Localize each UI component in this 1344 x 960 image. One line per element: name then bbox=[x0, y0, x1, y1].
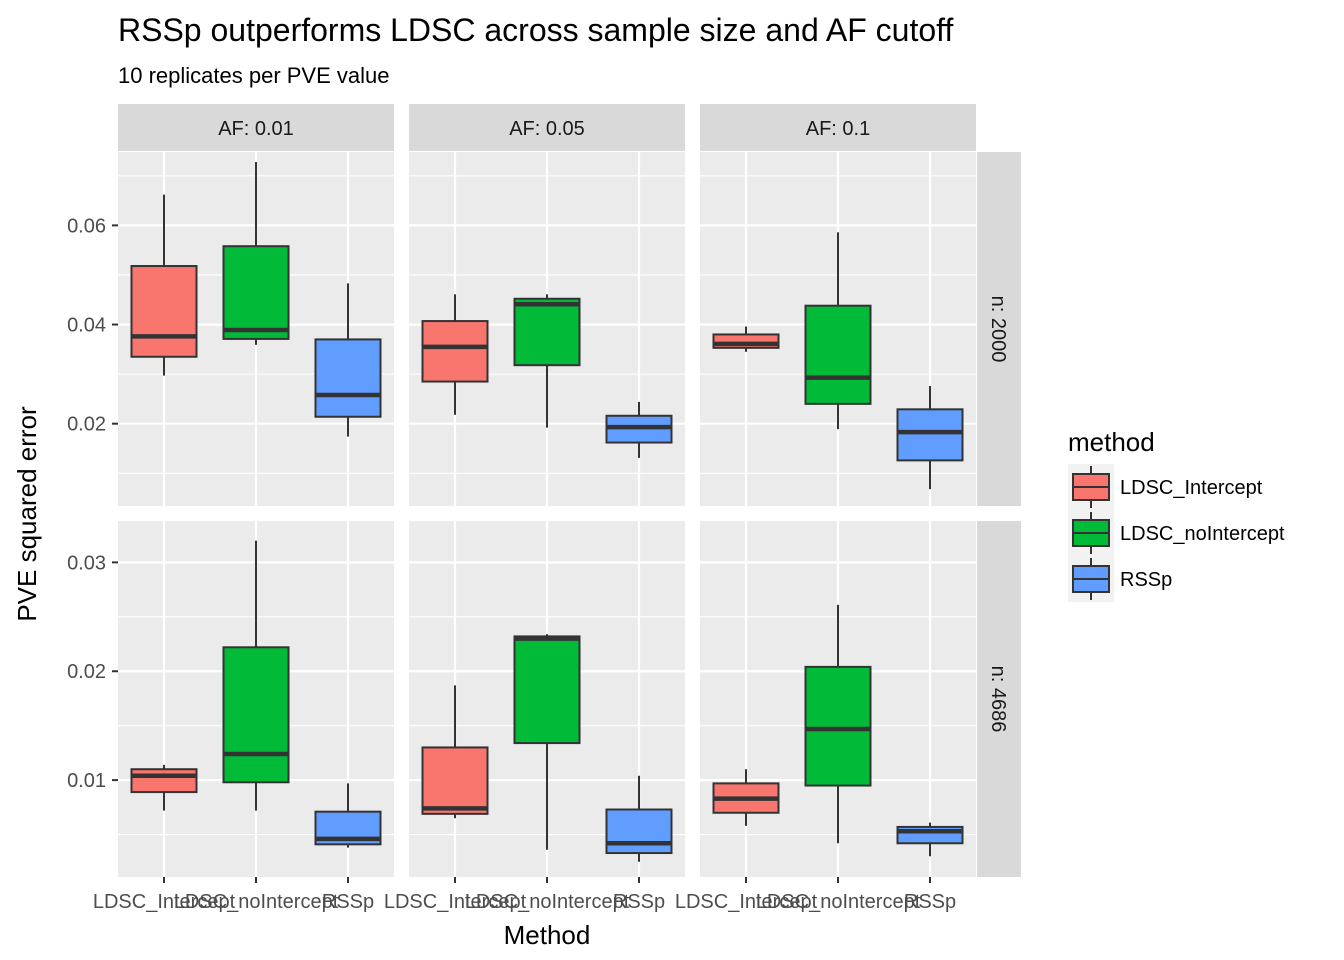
panel-af-0-01-n-4686 bbox=[118, 521, 394, 877]
col-strip-background bbox=[118, 104, 394, 151]
box-ldsc-intercept bbox=[421, 294, 489, 415]
legend-label: LDSC_Intercept bbox=[1120, 477, 1263, 499]
box-iqr bbox=[421, 746, 489, 815]
box-iqr bbox=[513, 297, 581, 367]
x-tick-label: LDSC_noIntercept bbox=[174, 891, 339, 913]
box-ldsc-intercept bbox=[421, 685, 489, 819]
panel-af-0-1-n-2000 bbox=[700, 152, 976, 506]
y-tick-label: 0.02 bbox=[67, 414, 106, 436]
box-ldsc-intercept bbox=[130, 194, 198, 376]
box-ldsc-nointercept bbox=[222, 161, 290, 345]
box-ldsc-intercept bbox=[130, 764, 198, 811]
col-strip-label: AF: 0.1 bbox=[806, 118, 870, 140]
legend-item-ldsc-intercept: LDSC_Intercept bbox=[1068, 464, 1263, 510]
col-strip-background bbox=[700, 104, 976, 151]
row-strip-background bbox=[977, 152, 1021, 506]
col-strip-label: AF: 0.05 bbox=[509, 118, 585, 140]
legend: method LDSC_Intercept LDSC_noIntercept RSS… bbox=[1068, 427, 1285, 602]
box-ldsc-nointercept bbox=[804, 604, 872, 844]
x-tick-label: LDSC_Intercept bbox=[675, 891, 818, 913]
box-iqr bbox=[130, 265, 198, 358]
legend-label: LDSC_noIntercept bbox=[1120, 523, 1285, 545]
legend-item-ldsc-nointercept: LDSC_noIntercept bbox=[1068, 510, 1285, 556]
box-rssp bbox=[314, 283, 382, 437]
y-tick-label: 0.01 bbox=[67, 770, 106, 792]
legend-item-rssp: RSSp bbox=[1068, 556, 1172, 602]
row-strip-label: n: 4686 bbox=[987, 666, 1009, 733]
box-ldsc-nointercept bbox=[222, 540, 290, 811]
facet-panels bbox=[118, 152, 976, 877]
box-iqr bbox=[130, 768, 198, 794]
panel-af-0-01-n-2000 bbox=[118, 152, 394, 506]
y-tick-label: 0.06 bbox=[67, 215, 106, 237]
y-axis-ticks: 0.02 0.04 0.06 0.01 0.02 0.03 bbox=[67, 215, 118, 792]
facet-strips: n: 2000 n: 4686 AF: 0.01 AF: 0.05 AF: 0.1 bbox=[118, 104, 1021, 877]
box-iqr bbox=[222, 245, 290, 340]
chart-title: RSSp outperforms LDSC across sample size… bbox=[118, 12, 953, 48]
panel-af-0-05-n-4686 bbox=[409, 521, 685, 877]
legend-label: RSSp bbox=[1120, 569, 1172, 591]
y-tick-label: 0.03 bbox=[67, 552, 106, 574]
col-strip-background bbox=[409, 104, 685, 151]
box-iqr bbox=[314, 338, 382, 418]
box-ldsc-nointercept bbox=[804, 232, 872, 430]
box-iqr bbox=[605, 808, 673, 855]
panel-af-0-1-n-4686 bbox=[700, 521, 976, 877]
col-strip-label: AF: 0.01 bbox=[218, 118, 294, 140]
x-tick-label: RSSp bbox=[904, 891, 956, 913]
box-rssp bbox=[896, 386, 964, 490]
panel-af-0-05-n-2000 bbox=[409, 152, 685, 506]
box-ldsc-intercept bbox=[712, 326, 780, 352]
box-iqr bbox=[896, 408, 964, 462]
x-tick-label: RSSp bbox=[322, 891, 374, 913]
box-ldsc-nointercept bbox=[513, 294, 581, 428]
box-ldsc-nointercept bbox=[513, 634, 581, 850]
box-iqr bbox=[421, 320, 489, 383]
box-iqr bbox=[222, 646, 290, 784]
x-tick-label: LDSC_noIntercept bbox=[465, 891, 630, 913]
x-tick-label: LDSC_Intercept bbox=[93, 891, 236, 913]
y-tick-label: 0.04 bbox=[67, 315, 106, 337]
y-axis-title: PVE squared error bbox=[12, 406, 42, 622]
x-tick-label: LDSC_Intercept bbox=[384, 891, 527, 913]
x-tick-label: LDSC_noIntercept bbox=[756, 891, 921, 913]
legend-title: method bbox=[1068, 427, 1155, 457]
box-iqr bbox=[513, 635, 581, 745]
box-rssp bbox=[314, 783, 382, 848]
x-tick-label: RSSp bbox=[613, 891, 665, 913]
row-strip-label: n: 2000 bbox=[987, 296, 1009, 363]
row-strip-background bbox=[977, 521, 1021, 877]
y-tick-label: 0.02 bbox=[67, 661, 106, 683]
box-rssp bbox=[605, 775, 673, 862]
box-iqr bbox=[804, 665, 872, 787]
box-rssp bbox=[605, 401, 673, 458]
chart-subtitle: 10 replicates per PVE value bbox=[118, 63, 390, 88]
box-ldsc-intercept bbox=[712, 769, 780, 826]
box-rssp bbox=[896, 822, 964, 857]
box-iqr bbox=[804, 304, 872, 405]
x-axis-title: Method bbox=[504, 920, 591, 950]
